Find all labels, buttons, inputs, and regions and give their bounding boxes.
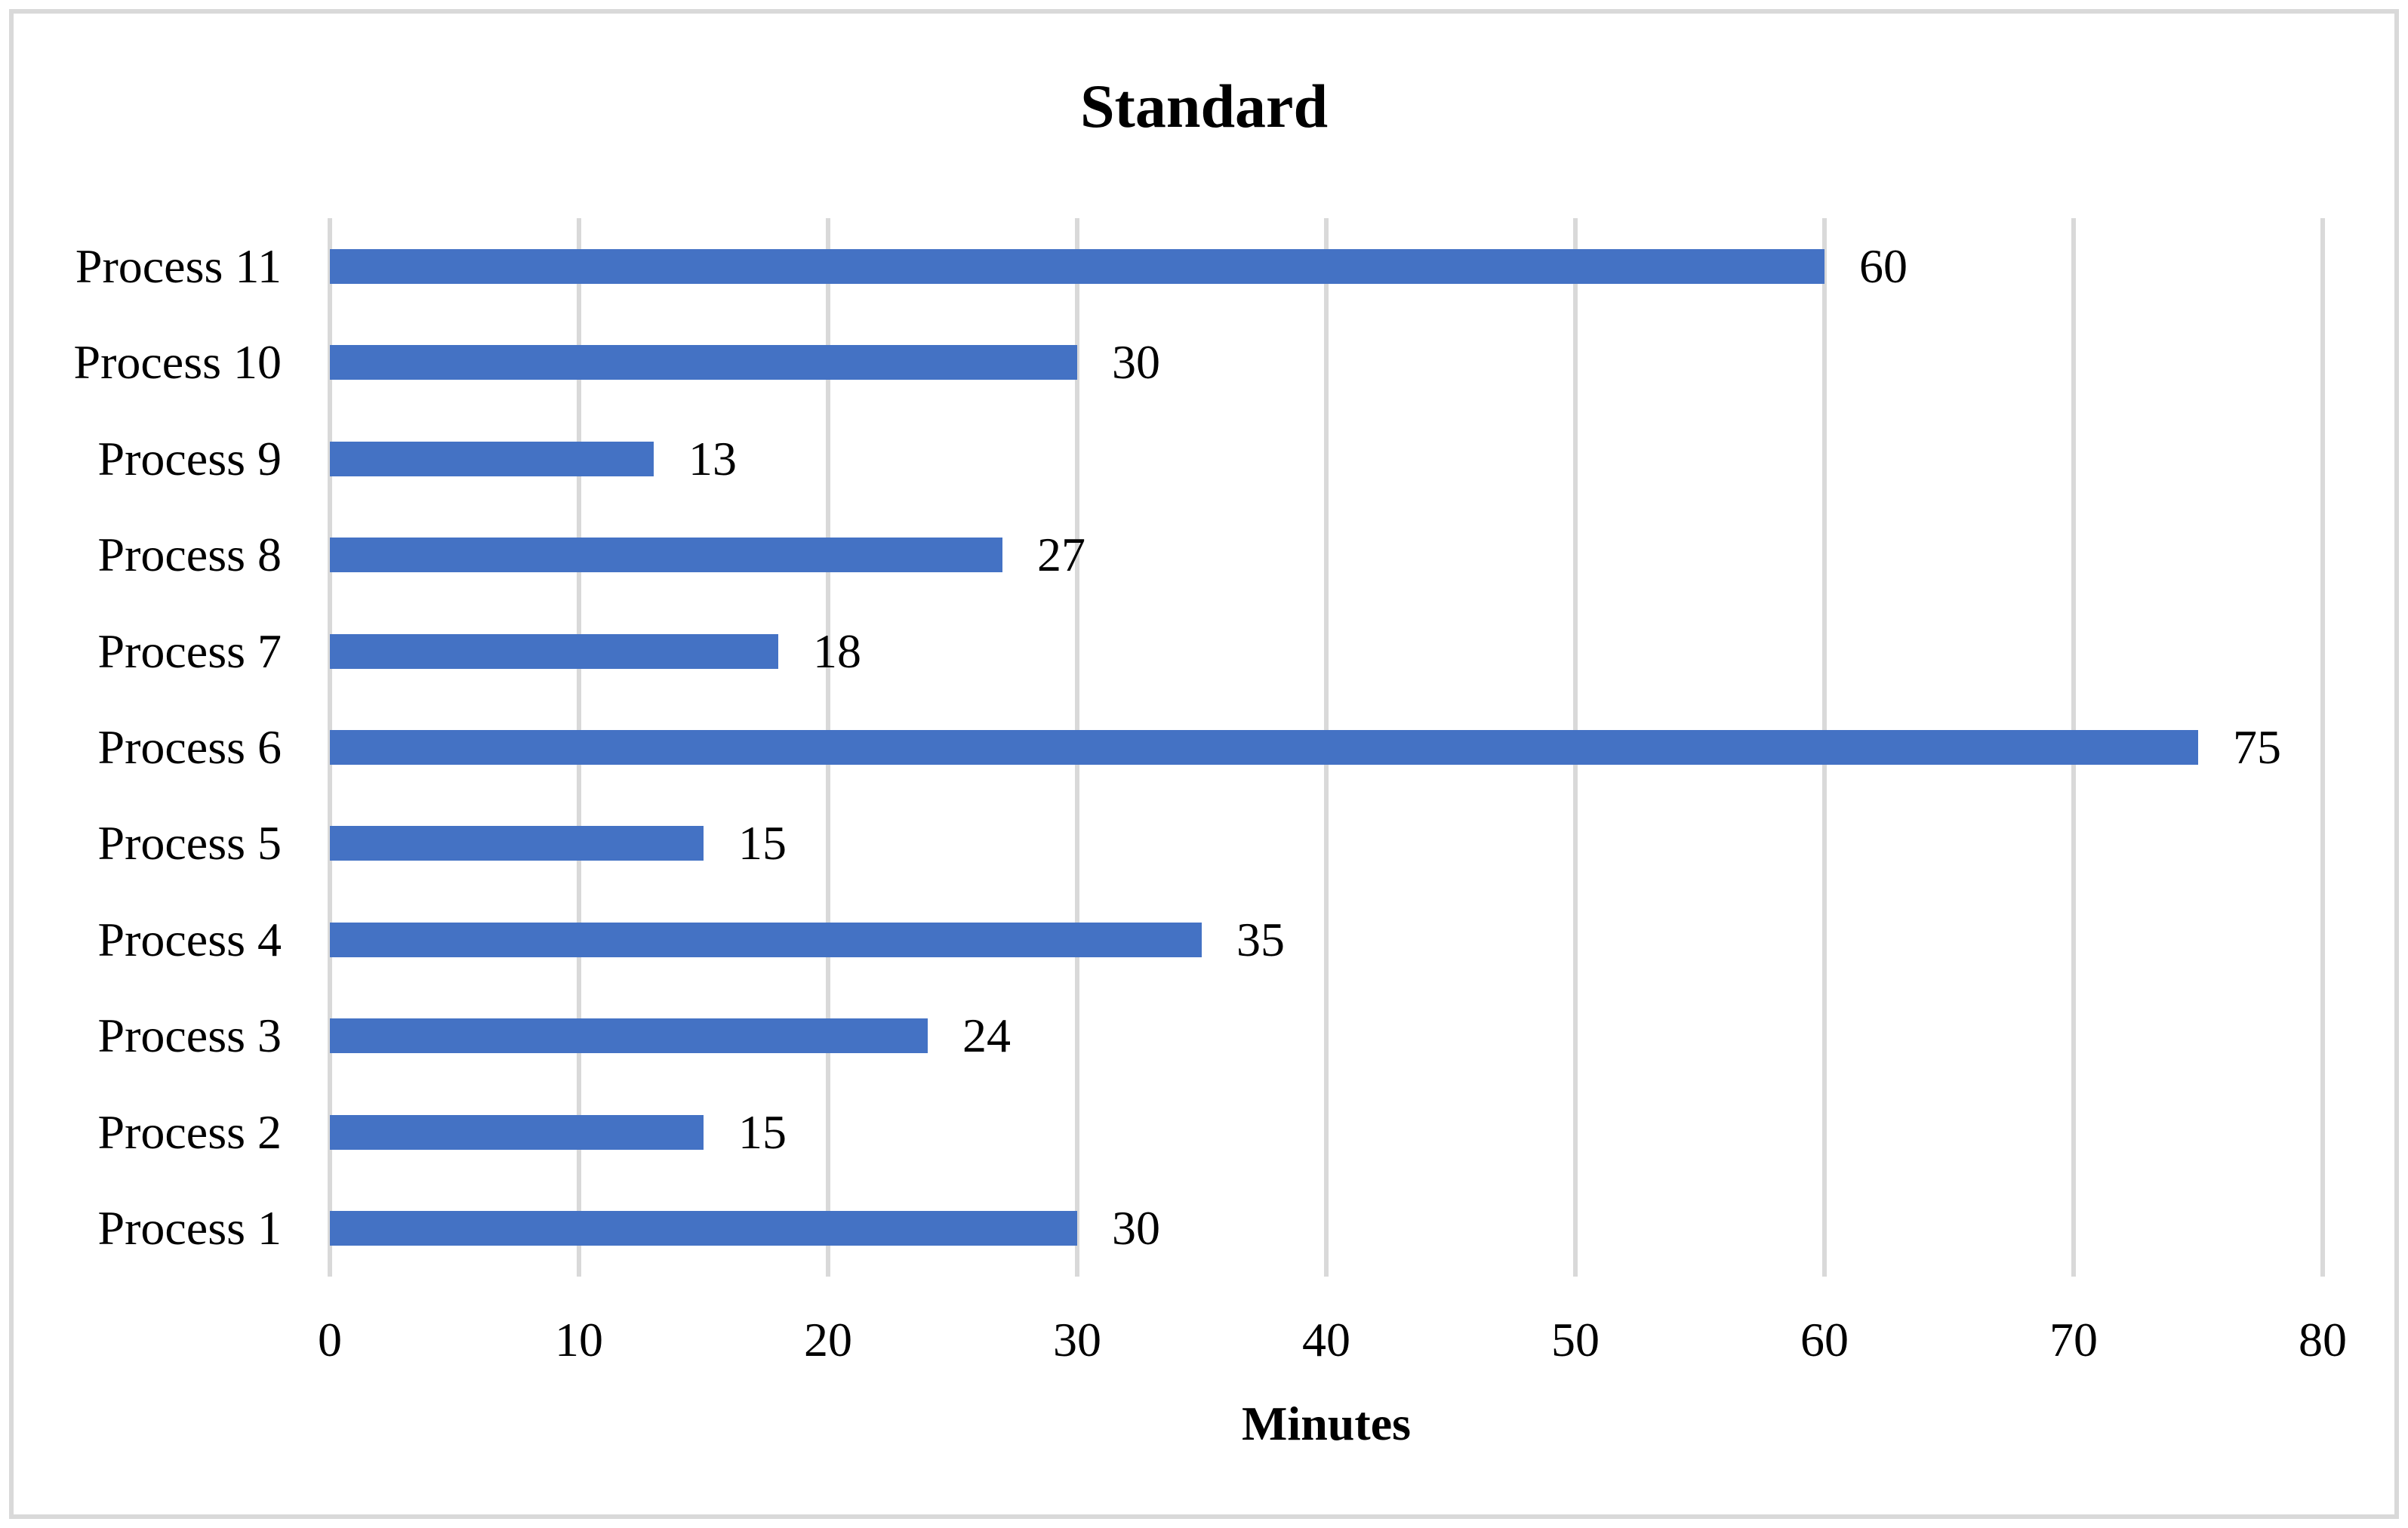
bar-row: Process 10 30 (73, 314, 2323, 410)
data-label: 60 (1859, 239, 1908, 293)
category-label: Process 7 (97, 624, 282, 678)
x-tick-label: 20 (804, 1313, 852, 1366)
data-label: 30 (1112, 334, 1160, 389)
category-label: Process 3 (97, 1009, 282, 1063)
plot-area: Process 11 60 Process 10 30 Process 9 13 Proce… (73, 218, 2325, 1277)
bar (330, 633, 778, 669)
bar-row: Process 8 27 (97, 507, 2323, 602)
bar-row: Process 6 75 (97, 699, 2323, 795)
bar-row: Process 3 24 (97, 988, 2323, 1084)
x-tick-label: 70 (2049, 1313, 2098, 1366)
bar (330, 248, 1824, 284)
bar (330, 826, 704, 861)
data-label: 24 (962, 1009, 1011, 1063)
bar-row: Process 5 15 (97, 796, 2323, 892)
data-label: 15 (738, 816, 787, 870)
category-label: Process 1 (97, 1201, 282, 1255)
category-label: Process 4 (97, 912, 282, 966)
data-label: 30 (1112, 1201, 1160, 1255)
bar-row: Process 1 30 (97, 1181, 2323, 1277)
data-label: 75 (2233, 719, 2281, 774)
gridline (2320, 218, 2325, 1277)
x-tick-label: 80 (2299, 1313, 2347, 1366)
category-label: Process 8 (97, 527, 282, 581)
bar-row: Process 4 35 (97, 892, 2323, 987)
chart-figure: Standard Process 11 60 Process 10 30 Process… (9, 9, 2399, 1519)
category-label: Process 11 (75, 239, 282, 293)
bar (330, 1114, 704, 1150)
bar (330, 538, 1002, 573)
x-axis-ticks: 0 10 20 30 40 50 60 70 80 (318, 1313, 2347, 1376)
category-label: Process 6 (97, 719, 282, 774)
bar-rows: Process 11 60 Process 10 30 Process 9 13 Proce… (73, 218, 2323, 1277)
x-tick-label: 60 (1800, 1313, 1849, 1366)
bar (330, 1211, 1077, 1246)
bar-row: Process 9 13 (97, 411, 2323, 507)
data-label: 27 (1037, 527, 1085, 581)
category-label: Process 10 (73, 334, 282, 389)
bar-row: Process 2 15 (97, 1084, 2323, 1180)
bar-row: Process 11 60 (75, 218, 2323, 314)
data-label: 18 (813, 624, 861, 678)
x-tick-label: 10 (555, 1313, 603, 1366)
data-label: 13 (688, 431, 737, 485)
x-tick-label: 0 (318, 1313, 342, 1366)
x-axis-title: Minutes (1242, 1397, 1411, 1450)
data-label: 35 (1236, 912, 1285, 966)
bar (330, 1018, 928, 1054)
x-tick-label: 50 (1551, 1313, 1600, 1366)
bar (330, 345, 1077, 380)
data-label: 15 (738, 1104, 787, 1159)
category-label: Process 9 (97, 431, 282, 485)
x-tick-label: 40 (1302, 1313, 1350, 1366)
chart-title: Standard (1079, 72, 1329, 140)
category-label: Process 2 (97, 1104, 282, 1159)
bar (330, 922, 1202, 957)
x-tick-label: 30 (1053, 1313, 1101, 1366)
bar (330, 729, 2198, 765)
bar (330, 441, 654, 476)
category-label: Process 5 (97, 816, 282, 870)
bar-row: Process 7 18 (97, 603, 2323, 699)
